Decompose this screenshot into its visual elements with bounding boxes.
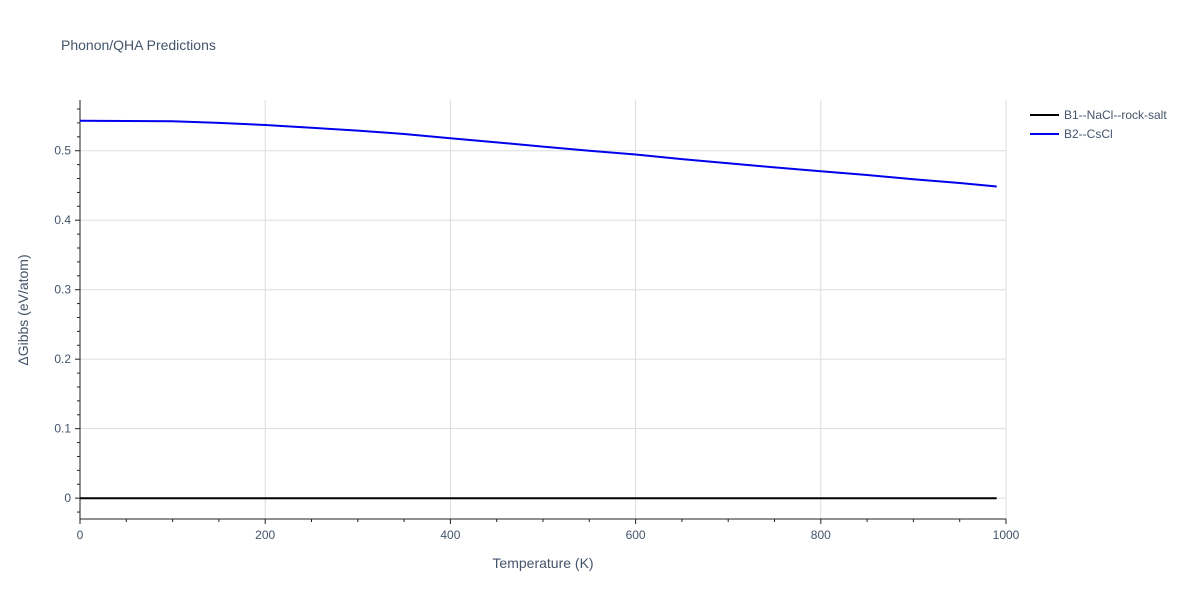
tick-label-layer: 0 200 400 600 800 1000 0 0.1 0.2 0.3 0.4 0.5 [54,144,1019,542]
x-axis-label: Temperature (K) [492,555,593,571]
x-tick-label: 600 [626,528,646,542]
axis-layer [75,100,1007,524]
series-layer [79,119,997,500]
legend-item[interactable]: B2--CsCl [1030,127,1113,141]
legend-item[interactable]: B1--NaCl--rock-salt [1030,108,1167,122]
y-axis-label: ΔGibbs (eV/atom) [15,254,31,365]
chart-title: Phonon/QHA Predictions [61,37,216,53]
grid-layer [80,100,1007,519]
y-tick-label: 0.1 [54,422,71,436]
y-tick-label: 0 [64,491,71,505]
x-tick-label: 400 [440,528,460,542]
y-tick-label: 0.2 [54,352,71,366]
legend-label: B1--NaCl--rock-salt [1064,108,1167,122]
x-tick-label: 0 [77,528,84,542]
legend[interactable]: B1--NaCl--rock-salt B2--CsCl [1030,108,1167,141]
legend-label: B2--CsCl [1064,127,1113,141]
y-tick-label: 0.5 [54,144,71,158]
y-tick-label: 0.3 [54,283,71,297]
series-line-2 [79,119,997,188]
x-tick-label: 800 [811,528,831,542]
y-tick-label: 0.4 [54,213,71,227]
x-tick-label: 1000 [993,528,1020,542]
x-tick-label: 200 [255,528,275,542]
